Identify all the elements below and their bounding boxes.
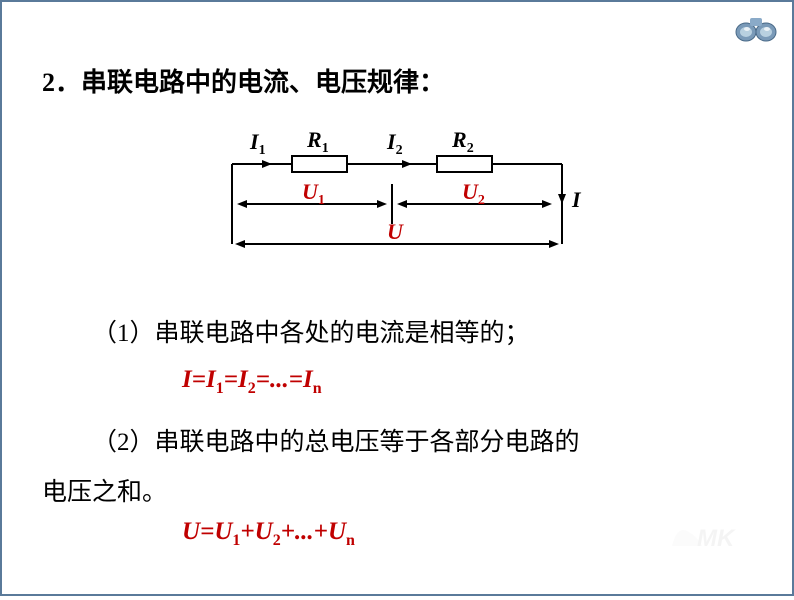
svg-text:I2: I2 [386, 129, 403, 158]
svg-text:U2: U2 [462, 179, 485, 208]
point-1: （1）串联电路中各处的电流是相等的； [92, 314, 762, 354]
svg-text:U1: U1 [302, 179, 325, 208]
svg-text:R1: R1 [306, 129, 329, 156]
binoculars-icon [732, 10, 780, 51]
point-2-line1: （2）串联电路中的总电压等于各部分电路的 [92, 418, 762, 468]
svg-text:MK: MK [697, 525, 736, 552]
heading: 2．串联电路中的电流、电压规律： [42, 62, 762, 99]
circuit-diagram: I1 R1 I2 R2 I U1 U2 U [42, 129, 762, 274]
svg-text:I1: I1 [249, 129, 266, 158]
svg-text:U: U [387, 219, 404, 244]
formula-1: I=I1=I2=...=In [182, 366, 762, 398]
watermark: MK [662, 506, 752, 564]
svg-text:R2: R2 [451, 129, 474, 156]
svg-text:I: I [571, 187, 582, 212]
point-2-line2: 电压之和。 [42, 468, 762, 518]
